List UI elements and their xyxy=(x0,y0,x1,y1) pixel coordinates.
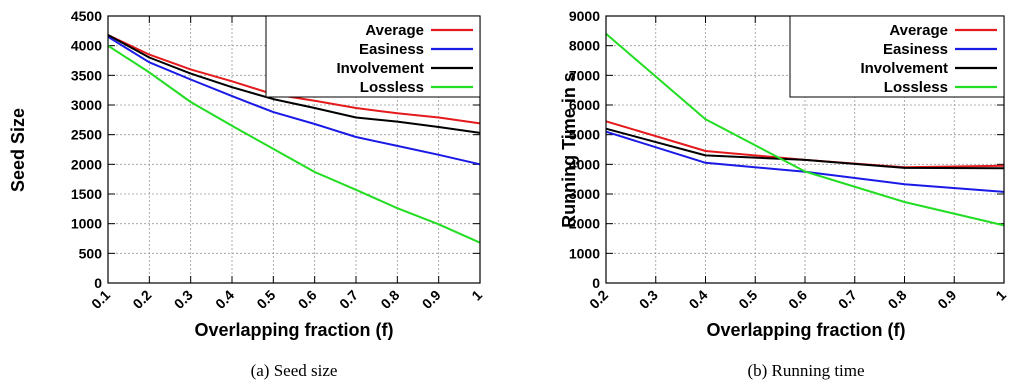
series-lines xyxy=(605,33,1005,227)
x-tick-label: 1 xyxy=(992,287,1009,304)
y-tick-label: 3000 xyxy=(71,97,102,113)
y-tick-label: 3000 xyxy=(569,186,600,202)
x-tick-label: 0.7 xyxy=(336,287,361,312)
y-axis-label: Seed Size xyxy=(8,108,28,192)
running-time-chart: 0 1000 2000 3000 4000 5000 6000 7000 8000 9000 0.2… xyxy=(559,8,1009,380)
series-lines xyxy=(107,34,481,244)
series-line-involvement xyxy=(605,127,1005,170)
y-tick-label: 2000 xyxy=(569,216,600,232)
legend-label: Average xyxy=(889,22,948,39)
x-tick-label: 0.6 xyxy=(295,287,320,312)
series-line-average xyxy=(107,34,481,125)
legend: Average Easiness Involvement Lossless xyxy=(265,15,481,98)
y-tick-label: 2500 xyxy=(71,127,102,143)
y-tick-label: 4500 xyxy=(71,8,102,24)
x-axis-label: Overlapping fraction (f) xyxy=(706,320,905,340)
legend: Average Easiness Involvement Lossless xyxy=(789,15,1005,98)
x-tick-label: 0.2 xyxy=(129,287,154,312)
y-tick-label: 5000 xyxy=(569,127,600,143)
seed-size-chart: 0 500 1000 1500 2000 2500 3000 3500 4000 4500 0.1 0… xyxy=(8,8,485,380)
series-line-lossless xyxy=(605,33,1005,227)
y-tick-label: 500 xyxy=(79,245,103,261)
x-tick-label: 0.8 xyxy=(885,287,910,312)
y-tick-label: 9000 xyxy=(569,8,600,24)
x-tick-label: 0.9 xyxy=(934,287,959,312)
x-tick-label: 0.2 xyxy=(586,287,611,312)
y-tick-label: 0 xyxy=(592,275,600,291)
x-tick-label: 0.5 xyxy=(253,287,278,312)
legend-label: Average xyxy=(365,22,424,39)
y-axis-label: Running Time in s xyxy=(559,72,579,228)
y-tick-label: 0 xyxy=(94,275,102,291)
y-tick-label: 1000 xyxy=(569,245,600,261)
x-tick-label: 0.3 xyxy=(636,287,661,312)
legend-label: Lossless xyxy=(884,79,948,96)
x-tick-label: 0.1 xyxy=(88,287,113,312)
y-tick-label: 1000 xyxy=(71,216,102,232)
x-tick-label: 0.6 xyxy=(785,287,810,312)
x-tick-label: 0.4 xyxy=(212,287,237,312)
legend-label: Involvement xyxy=(336,60,424,77)
y-tick-label: 7000 xyxy=(569,67,600,83)
x-tick-label: 0.9 xyxy=(419,287,444,312)
series-line-easiness xyxy=(107,35,481,166)
y-tick-label: 4000 xyxy=(569,156,600,172)
x-tick-label: 0.4 xyxy=(686,287,711,312)
x-tick-label: 0.7 xyxy=(835,287,860,312)
series-line-lossless xyxy=(107,44,481,244)
x-tick-label: 0.8 xyxy=(377,287,402,312)
legend-label: Lossless xyxy=(360,79,424,96)
y-tick-label: 4000 xyxy=(71,38,102,54)
y-tick-label: 8000 xyxy=(569,38,600,54)
x-tick-label: 1 xyxy=(468,287,485,304)
legend-label: Easiness xyxy=(883,41,948,58)
caption: (a) Seed size xyxy=(251,361,338,380)
legend-label: Easiness xyxy=(359,41,424,58)
y-tick-label: 6000 xyxy=(569,97,600,113)
y-tick-label: 2000 xyxy=(71,156,102,172)
y-tick-label: 1500 xyxy=(71,186,102,202)
y-tick-label: 3500 xyxy=(71,67,102,83)
legend-label: Involvement xyxy=(860,60,948,77)
x-tick-label: 0.3 xyxy=(171,287,196,312)
series-line-involvement xyxy=(107,34,481,134)
caption: (b) Running time xyxy=(747,361,864,380)
x-tick-label: 0.5 xyxy=(735,287,760,312)
x-axis-label: Overlapping fraction (f) xyxy=(194,320,393,340)
